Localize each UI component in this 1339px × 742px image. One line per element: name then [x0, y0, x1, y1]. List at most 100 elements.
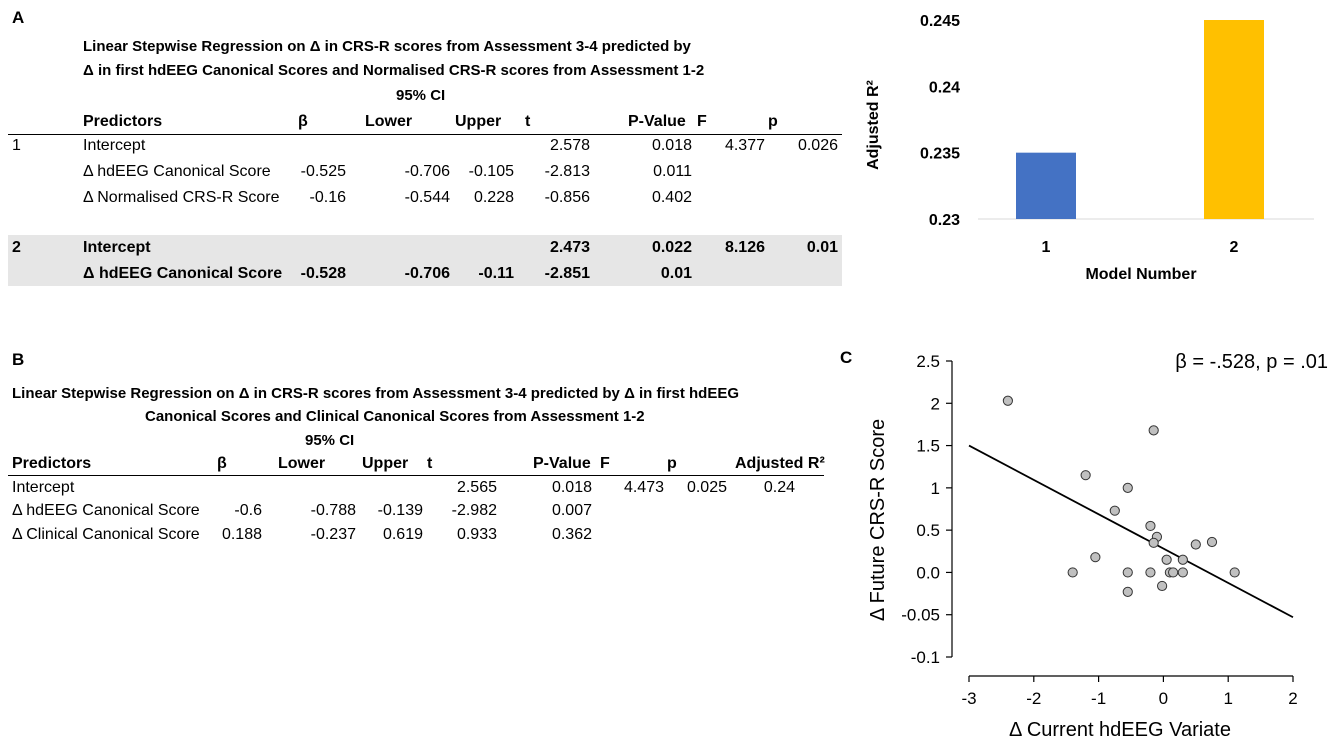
panel-c-letter: C — [840, 348, 853, 367]
b-r3-upper: 0.619 — [382, 526, 423, 543]
b-r2-pvalue: 0.007 — [551, 502, 592, 519]
a-m1-r2-predictor: Δ hdEEG Canonical Score — [83, 163, 271, 180]
b-r1-f: 4.473 — [623, 479, 664, 496]
scatter-x-tick-label: -3 — [961, 689, 976, 708]
scatter-point — [1190, 539, 1201, 550]
adjusted-r2-bar-chart: 0.23 0.235 0.24 0.245 1 2 Adjusted R² Model … — [865, 13, 1314, 283]
scatter-point — [1177, 554, 1188, 565]
b-r1-adjr2: 0.24 — [763, 479, 795, 496]
scatter-y-axis-label: Δ Future CRS-R Score — [867, 419, 889, 621]
bar-y-tick-label: 0.245 — [920, 13, 960, 30]
a-m2-r1-t: 2.473 — [549, 239, 590, 256]
scatter-point — [1148, 537, 1159, 548]
a-header-upper: Upper — [455, 113, 502, 130]
panel-a-letter: A — [12, 8, 25, 27]
scatter-x-axis-label: Δ Current hdEEG Variate — [1009, 719, 1231, 741]
a-m1-r1-predictor: Intercept — [83, 137, 146, 154]
bar-y-axis-label: Adjusted R² — [865, 80, 882, 170]
scatter-point — [1122, 482, 1133, 493]
a-m2-r1-f: 8.126 — [724, 239, 765, 256]
bar-x-axis-label: Model Number — [1085, 266, 1196, 283]
b-r3-beta: 0.188 — [221, 526, 262, 543]
b-header-t: t — [427, 455, 433, 472]
bar-y-tick-label: 0.235 — [920, 146, 960, 163]
a-m2-r2-pvalue: 0.01 — [660, 265, 692, 282]
bar-model-1 — [1016, 152, 1076, 219]
a-m1-r1-pvalue: 0.018 — [651, 137, 692, 154]
scatter-point — [1148, 425, 1159, 436]
b-r2-predictor: Δ hdEEG Canonical Score — [12, 502, 200, 519]
a-header-p: p — [768, 113, 778, 130]
a-m1-r3-beta: -0.16 — [309, 189, 346, 206]
a-m1-r2-t: -2.813 — [544, 163, 590, 180]
a-m1-r2-upper: -0.105 — [468, 163, 514, 180]
b-r2-lower: -0.788 — [310, 502, 356, 519]
a-m1-r3-lower: -0.544 — [404, 189, 450, 206]
a-m2-r1-predictor: Intercept — [83, 239, 151, 256]
scatter-y-tick-label: 0.0 — [916, 563, 940, 582]
b-r2-upper: -0.139 — [377, 502, 423, 519]
scatter-point — [1206, 536, 1218, 548]
a-m1-r3-upper: 0.228 — [473, 189, 514, 206]
a-m2-r2-upper: -0.11 — [478, 265, 514, 282]
scatter-point — [1122, 586, 1133, 597]
b-r1-predictor: Intercept — [12, 479, 75, 496]
bar-y-tick-label: 0.24 — [929, 79, 960, 96]
b-header-rule — [8, 475, 824, 476]
scatter-point — [1161, 554, 1172, 565]
b-header-predictors: Predictors — [12, 455, 92, 472]
b-r3-pvalue: 0.362 — [551, 526, 592, 543]
a-header-beta: β — [298, 113, 308, 130]
b-r3-t: 0.933 — [456, 526, 497, 543]
scatter-x-tick-label: 2 — [1288, 689, 1297, 708]
a-header-f: F — [697, 113, 707, 130]
scatter-y-tick-label: 2.5 — [916, 352, 940, 371]
b-header-p: p — [667, 455, 677, 472]
scatter-point — [1002, 395, 1013, 406]
b-r2-t: -2.982 — [451, 502, 497, 519]
scatter-point — [1145, 520, 1156, 532]
scatter-point — [1177, 567, 1188, 578]
a-m2-r1-p: 0.01 — [806, 239, 838, 256]
scatter-point — [1145, 567, 1156, 578]
scatter-annotation: β = -.528, p = .01 — [1175, 351, 1328, 373]
b-r1-pvalue: 0.018 — [551, 479, 592, 496]
a-m1-r1-t: 2.578 — [549, 137, 590, 154]
panel-a-title-line2: Δ in first hdEEG Canonical Scores and No… — [83, 62, 705, 79]
a-model2-number: 2 — [12, 239, 21, 256]
scatter-x-tick-label: -2 — [1026, 689, 1041, 708]
scatter-y-tick-label: 1 — [931, 479, 940, 498]
scatter-x-tick-label: -1 — [1091, 689, 1106, 708]
a-model2-shading — [8, 235, 842, 286]
b-header-lower: Lower — [278, 455, 326, 472]
a-m1-r3-t: -0.856 — [544, 189, 590, 206]
scatter-y-tick-label: 2 — [931, 394, 940, 413]
a-m2-r2-beta: -0.528 — [300, 265, 346, 282]
scatter-point — [1229, 567, 1240, 578]
b-r1-p: 0.025 — [686, 479, 727, 496]
a-m1-r3-pvalue: 0.402 — [651, 189, 692, 206]
scatter-point — [1090, 552, 1101, 563]
scatter-y-tick-label: 1.5 — [916, 437, 940, 456]
a-m1-r2-beta: -0.525 — [300, 163, 346, 180]
a-m1-r2-pvalue: 0.011 — [653, 163, 692, 180]
scatter-y-tick-label: -0.05 — [901, 606, 940, 625]
a-header-rule — [8, 134, 842, 135]
scatter-point — [1080, 470, 1091, 481]
scatter-point — [1157, 580, 1168, 592]
b-r1-t: 2.565 — [456, 479, 497, 496]
scatter-plot: -0.1 -0.05 0.0 0.5 1 1.5 2 2.5 -3 -2 -1 0 1 2 β = -.5… — [867, 351, 1328, 741]
a-header-pvalue: P-Value — [628, 113, 686, 130]
scatter-point — [1168, 567, 1179, 578]
a-m1-r2-lower: -0.706 — [404, 163, 450, 180]
bar-x-tick-label: 2 — [1230, 239, 1239, 256]
scatter-point — [1109, 505, 1120, 516]
scatter-point — [1122, 567, 1133, 578]
bar-y-tick-label: 0.23 — [929, 212, 960, 229]
b-header-beta: β — [217, 455, 227, 472]
a-header-predictors: Predictors — [83, 113, 163, 130]
a-m2-r2-lower: -0.706 — [404, 265, 450, 282]
a-model1-number: 1 — [12, 137, 21, 154]
scatter-point — [1067, 567, 1078, 578]
scatter-x-tick-label: 1 — [1223, 689, 1232, 708]
